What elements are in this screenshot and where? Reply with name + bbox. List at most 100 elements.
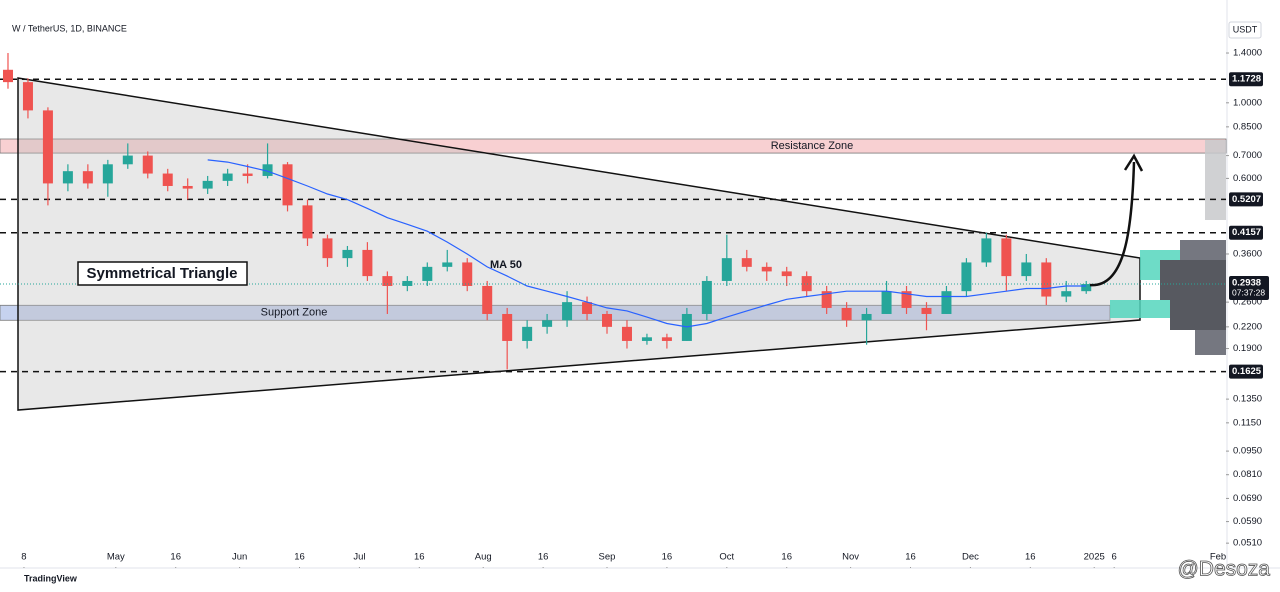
candle-body	[502, 313, 513, 341]
projection-arrow	[1089, 161, 1136, 287]
candle-body	[861, 313, 872, 321]
currency-box	[1228, 21, 1262, 39]
candle-body	[921, 307, 932, 314]
candle-body	[562, 302, 573, 321]
x-tick-label: 16	[414, 552, 425, 563]
y-tick-label: 0.8500	[1233, 121, 1262, 132]
y-tick-label: 1.4000	[1233, 48, 1262, 59]
x-tick-label: Dec	[962, 552, 979, 563]
candle-body	[302, 205, 313, 239]
level-label: 0.1625	[1232, 366, 1262, 377]
candle-body	[1001, 238, 1012, 277]
y-tick-label: 1.0000	[1233, 97, 1262, 108]
y-tick-label: 0.1900	[1233, 343, 1262, 354]
y-tick-label: 0.7000	[1233, 150, 1262, 161]
candle-body	[382, 276, 393, 286]
ma-label: MA 50	[490, 259, 522, 271]
x-tick-label: Aug	[475, 552, 492, 563]
candle-body	[62, 171, 73, 184]
y-tick-label: 0.0510	[1233, 538, 1262, 549]
y-tick-label: 0.0590	[1233, 516, 1262, 527]
candle-body	[22, 82, 33, 111]
y-tick-label: 0.3600	[1233, 248, 1262, 259]
candle-body	[1061, 291, 1072, 297]
x-tick-label: Jul	[353, 552, 365, 563]
level-box	[1229, 192, 1263, 207]
candle-body	[701, 280, 712, 314]
brand: TradingView	[24, 573, 78, 583]
y-tick-label: 0.2600	[1233, 297, 1262, 308]
level-box	[1229, 364, 1263, 379]
pattern-box	[77, 261, 248, 286]
x-tick-label: 16	[662, 552, 673, 563]
candle-body	[522, 326, 533, 341]
candle-body	[801, 276, 812, 292]
candle-body	[542, 320, 553, 327]
candle-body	[282, 164, 293, 206]
x-tick-label: 16	[170, 552, 181, 563]
candle-body	[1021, 262, 1032, 277]
candle-body	[781, 271, 792, 277]
x-tick-label: 16	[538, 552, 549, 563]
candle-body	[1081, 284, 1092, 292]
candle-body	[142, 155, 153, 174]
candle-body	[901, 291, 912, 308]
x-tick-label: May	[107, 552, 125, 563]
candle-body	[402, 280, 413, 286]
y-tick-label: 0.0950	[1233, 446, 1262, 457]
x-tick-label: 16	[905, 552, 916, 563]
ma-line	[207, 159, 1087, 328]
y-tick-label: 0.0810	[1233, 469, 1262, 480]
candle-body	[602, 313, 613, 327]
last-price-box	[1229, 276, 1269, 301]
candle-body	[462, 262, 473, 286]
x-tick-label: 2025	[1084, 552, 1105, 563]
candle-body	[102, 164, 113, 184]
candle-body	[122, 155, 133, 165]
x-tick-label: Nov	[842, 552, 859, 563]
candle-body	[422, 266, 433, 281]
symbol-title: W / TetherUS, 1D, BINANCE	[12, 23, 127, 33]
candle-body	[162, 173, 173, 186]
candle-body	[222, 173, 233, 181]
candle-body	[821, 291, 832, 308]
candle-body	[82, 171, 93, 184]
candle-body	[721, 258, 732, 281]
zone-label: Support Zone	[261, 307, 328, 319]
level-box	[1229, 72, 1263, 87]
x-tick-label: 16	[781, 552, 792, 563]
candle-body	[961, 262, 972, 292]
arrow-head	[1123, 153, 1144, 172]
y-tick-label: 0.0690	[1233, 493, 1262, 504]
candle-body	[582, 302, 593, 314]
pattern-label: Symmetrical Triangle	[87, 265, 238, 282]
candle-body	[941, 291, 952, 314]
level-label: 0.4157	[1232, 227, 1261, 238]
level-label: 0.5207	[1232, 194, 1261, 205]
candle-body	[322, 238, 333, 259]
candle-body	[1041, 262, 1052, 297]
x-tick-label: 16	[294, 552, 305, 563]
x-tick-label: 16	[1025, 552, 1036, 563]
last-price-label: 0.2938	[1232, 278, 1261, 289]
candle-body	[881, 291, 892, 314]
candle-body	[981, 238, 992, 263]
candle-body	[661, 337, 672, 341]
level-box	[1229, 225, 1263, 240]
candle-body	[342, 249, 353, 259]
candle-body	[442, 262, 453, 267]
candle-body	[482, 285, 493, 314]
x-tick-label: Jun	[232, 552, 247, 563]
y-tick-label: 0.1150	[1233, 417, 1261, 428]
countdown: 07:37:28	[1232, 287, 1265, 297]
candle-body	[641, 337, 652, 341]
candle-body	[761, 266, 772, 272]
candle-body	[262, 164, 273, 176]
candle-body	[2, 69, 13, 83]
x-tick-label: Sep	[599, 552, 616, 563]
x-tick-label: 6	[1112, 552, 1117, 563]
candle-body	[621, 326, 632, 341]
currency: USDT	[1233, 24, 1258, 34]
